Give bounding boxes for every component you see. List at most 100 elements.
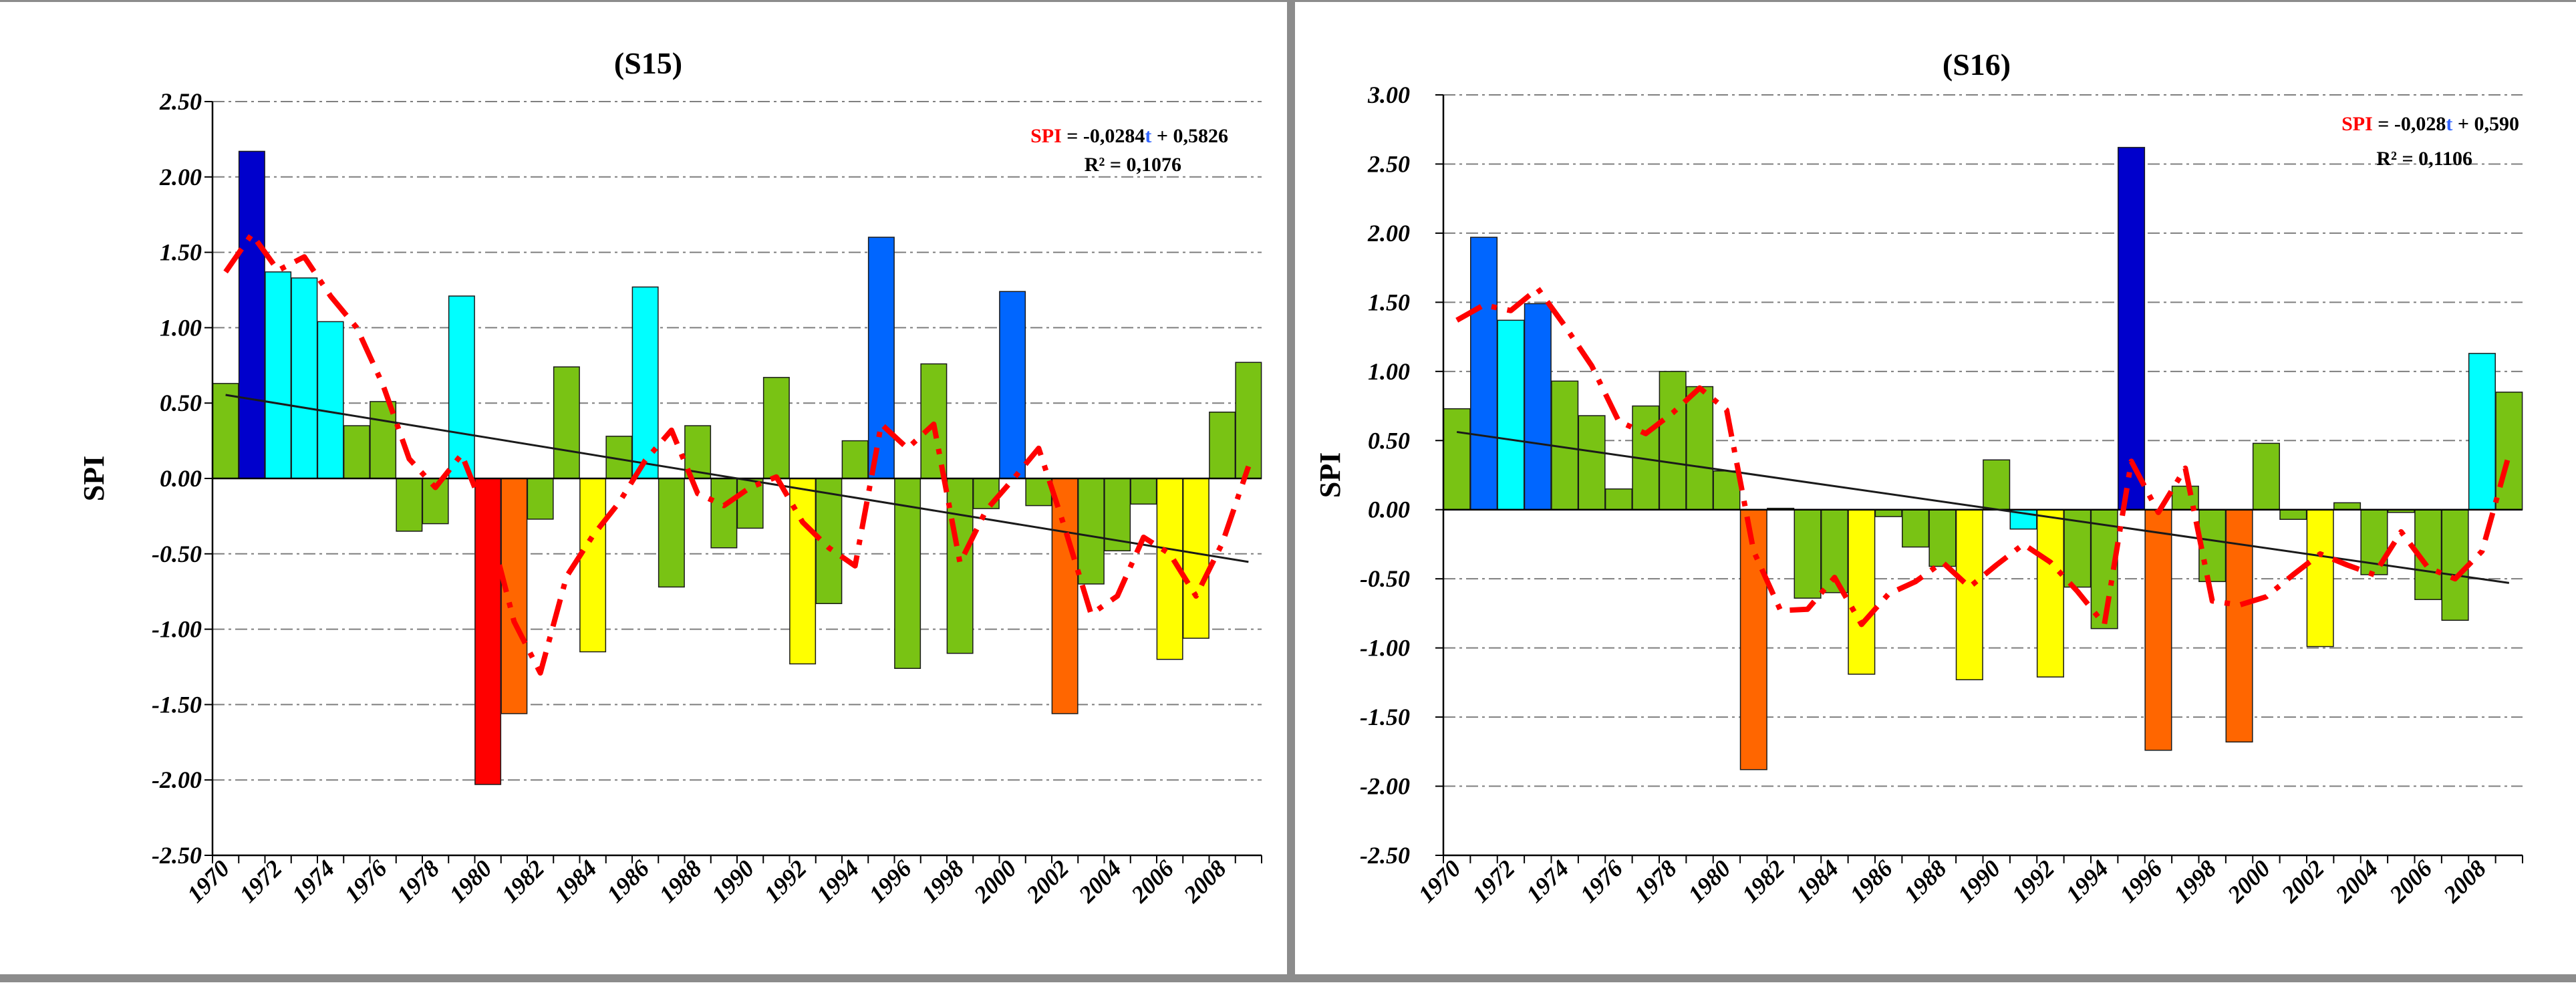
- y-tick-label: 2.50: [159, 88, 202, 115]
- bar-1994: [841, 440, 869, 479]
- x-tick-label: 2006: [1125, 855, 1179, 908]
- equation-part: + 0,590: [2452, 113, 2519, 135]
- bar-1974: [317, 321, 344, 479]
- y-tick-label: 0.00: [1368, 496, 1410, 523]
- bar-2000: [999, 291, 1026, 479]
- x-tick-label: 1974: [287, 855, 339, 907]
- y-tick-label: -2.00: [1360, 773, 1410, 800]
- equation-part: = -0,0284: [1062, 125, 1145, 147]
- bar-2005: [1130, 478, 1157, 505]
- y-tick-label: 2.00: [159, 164, 202, 190]
- bar-1991: [762, 377, 790, 479]
- chart-title: (S15): [614, 46, 682, 80]
- x-tick-label: 1998: [2168, 855, 2221, 907]
- bar-1995: [2118, 146, 2146, 511]
- bar-2008: [1209, 411, 1236, 479]
- bar-1983: [1794, 509, 1822, 599]
- y-tick-label: 2.50: [1367, 150, 1410, 177]
- bar-2002: [1051, 478, 1079, 714]
- x-tick-label: 1978: [392, 855, 444, 907]
- x-tick-label: 1990: [706, 855, 759, 907]
- x-tick-label: 2002: [1020, 855, 1074, 908]
- x-tick-label: 1992: [759, 855, 812, 907]
- x-tick-label: 1986: [601, 855, 654, 907]
- bar-1999: [972, 478, 1000, 509]
- x-tick-label: 1974: [1521, 855, 1574, 907]
- y-tick-label: 2.00: [1367, 220, 1410, 247]
- bar-1989: [710, 478, 738, 549]
- y-tick-label: -1.00: [1360, 635, 1410, 662]
- bar-1988: [1928, 509, 1957, 567]
- y-tick-label: 3.00: [1367, 82, 1410, 108]
- x-tick-label: 1980: [1683, 855, 1735, 907]
- x-tick-label: 1986: [1845, 855, 1898, 907]
- y-axis-label: SPI: [1314, 452, 1346, 498]
- x-tick-label: 1988: [1898, 855, 1951, 907]
- bar-1970: [212, 383, 239, 479]
- x-tick-label: 2000: [2222, 855, 2275, 908]
- x-tick-label: 2004: [1073, 855, 1127, 908]
- bar-1976: [1604, 488, 1632, 511]
- y-tick-label: -1.50: [1360, 704, 1410, 730]
- chart-panel-s16: 3.00 2.50 2.00 1.50 1.00 0.50 0.00 -0.50 -1.00 -1…: [1295, 0, 2576, 982]
- x-tick-label: 1994: [2061, 855, 2114, 907]
- bar-1980: [1713, 470, 1741, 511]
- bar-2001: [2279, 509, 2307, 520]
- x-tick-label: 1972: [1467, 855, 1520, 907]
- equation-text: SPI = -0,028t + 0,590: [2341, 113, 2519, 135]
- chart-s16: 3.00 2.50 2.00 1.50 1.00 0.50 0.00 -0.50 -1.00 -1…: [1314, 47, 2523, 908]
- equation-part: SPI: [1030, 125, 1062, 147]
- x-tick-label: 2004: [2330, 855, 2384, 908]
- x-tick-label: 2006: [2384, 855, 2437, 908]
- panel-frame-top: [1295, 0, 2576, 2]
- equation-part: t: [2446, 113, 2452, 135]
- x-tick-label: 1976: [339, 855, 392, 907]
- bar-1983: [553, 366, 580, 479]
- panel-frame-bottom: [0, 974, 1287, 982]
- bar-1979: [1686, 386, 1714, 511]
- bar-1985: [1848, 509, 1876, 675]
- bar-1990: [1983, 459, 2011, 511]
- bar-1982: [527, 478, 554, 520]
- y-axis-label: SPI: [78, 456, 110, 501]
- bar-1999: [2225, 509, 2253, 743]
- bar-1972: [1497, 319, 1525, 511]
- bar-1981: [1739, 509, 1767, 770]
- x-tick-label: 1996: [2114, 855, 2167, 907]
- y-tick-label: -2.50: [1360, 842, 1410, 869]
- x-tick-label: 1988: [654, 855, 707, 907]
- panel-frame-top: [0, 0, 1287, 2]
- bar-2007: [1182, 478, 1209, 639]
- r-squared-text: R² = 0,1076: [1085, 154, 1181, 176]
- equation-part: + 0,5826: [1151, 125, 1228, 147]
- bar-1984: [579, 478, 607, 653]
- bar-1972: [265, 271, 292, 479]
- bar-1996: [2144, 509, 2172, 751]
- chart-s15: 2.50 2.00 1.50 1.00 0.50 0.00 -0.50 -1.00 -1.50 -…: [78, 46, 1262, 908]
- bar-1997: [920, 363, 948, 479]
- bar-2008: [2468, 353, 2496, 511]
- bar-1975: [1578, 415, 1606, 511]
- bar-1987: [658, 478, 685, 588]
- bar-1993: [815, 478, 843, 604]
- y-tick-label: -2.00: [152, 766, 202, 793]
- bar-1977: [396, 478, 423, 532]
- trendline: [225, 394, 1249, 563]
- bar-1970: [1443, 408, 1471, 511]
- x-tick-label: 1972: [235, 855, 287, 907]
- x-tick-label: 1994: [811, 855, 864, 907]
- x-tick-label: 2002: [2276, 855, 2329, 908]
- bar-2009: [1235, 362, 1262, 479]
- bar-2007: [2441, 509, 2469, 621]
- x-tick-label: 1998: [916, 855, 969, 907]
- x-tick-label: 1982: [1737, 855, 1790, 907]
- y-tick-label: -0.50: [1360, 565, 1410, 592]
- x-tick-label: 1984: [1791, 855, 1844, 907]
- equation-part: SPI: [2341, 113, 2373, 135]
- x-tick-label: 1980: [444, 855, 497, 907]
- y-tick-label: -1.50: [152, 691, 202, 718]
- y-tick-label: 0.50: [160, 390, 202, 416]
- bar-2003: [1077, 478, 1105, 585]
- bar-2002: [2306, 509, 2334, 648]
- x-tick-label: 1976: [1575, 855, 1628, 907]
